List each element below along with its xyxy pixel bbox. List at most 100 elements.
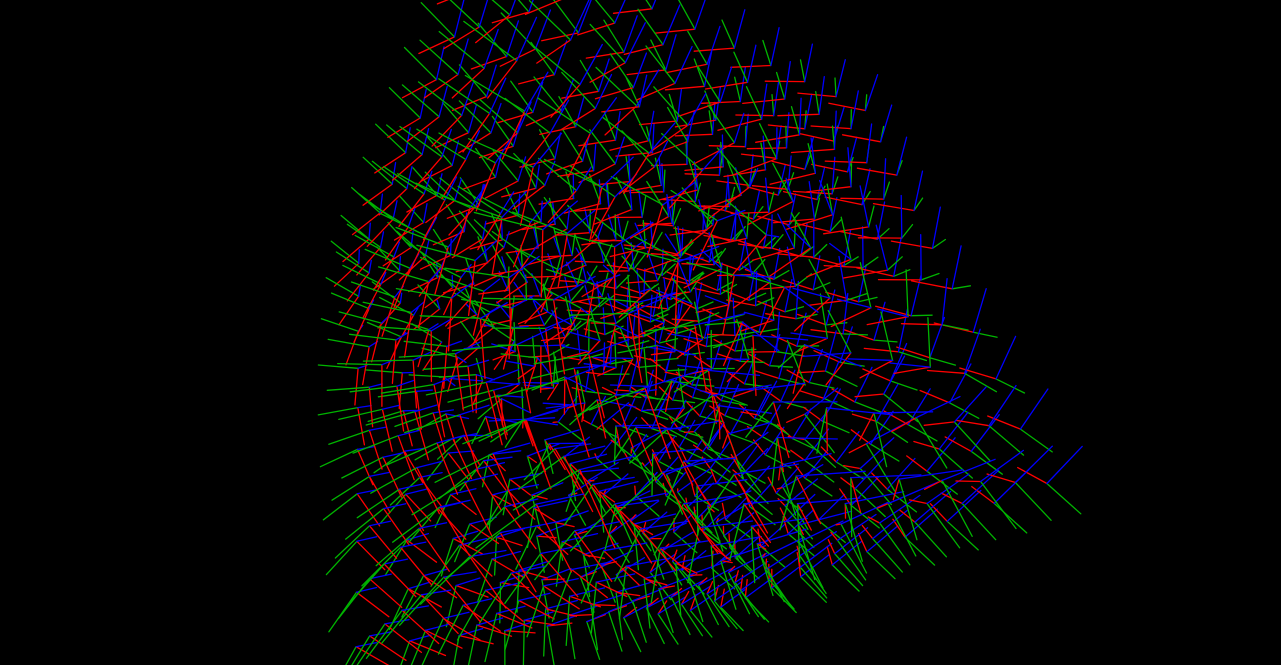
glyph-y-axis [614, 332, 617, 369]
vector-glyph [704, 44, 757, 90]
vector-glyph [755, 97, 802, 143]
glyph-z-axis [649, 220, 654, 249]
glyph-z-axis [859, 437, 895, 470]
glyph-x-axis [614, 503, 653, 564]
vector-glyph [411, 473, 499, 538]
vector-glyph [797, 59, 846, 98]
glyph-x-axis [338, 295, 360, 326]
glyph-y-axis [552, 351, 559, 384]
glyph-z-axis [689, 592, 717, 612]
vector-glyph [596, 402, 630, 454]
glyph-y-axis [646, 180, 670, 218]
glyph-z-axis [415, 389, 433, 392]
glyph-z-axis [887, 481, 939, 505]
glyph-x-axis [403, 311, 413, 358]
glyph-x-axis [524, 0, 562, 16]
glyph-z-axis [479, 302, 508, 320]
glyph-z-axis [693, 403, 721, 433]
glyph-z-axis [681, 550, 707, 571]
glyph-z-axis [790, 332, 829, 339]
glyph-y-axis [381, 594, 423, 644]
glyph-x-axis [900, 323, 943, 326]
glyph-z-axis [499, 191, 515, 215]
glyph-x-axis [413, 156, 443, 190]
glyph-z-axis [483, 278, 501, 292]
glyph-x-axis [399, 546, 433, 586]
vector-glyph [317, 404, 372, 446]
glyph-z-axis [796, 497, 861, 505]
glyph-y-axis [598, 294, 615, 308]
glyph-x-axis [650, 124, 689, 152]
glyph-y-axis [873, 412, 888, 468]
glyph-z-axis [395, 331, 410, 341]
glyph-y-axis [702, 450, 731, 473]
glyph-y-axis [597, 242, 617, 277]
glyph-z-axis [552, 275, 596, 301]
glyph-x-axis [908, 499, 928, 505]
glyph-y-axis [463, 20, 518, 62]
glyph-z-axis [455, 577, 481, 587]
glyph-x-axis [492, 494, 516, 508]
glyph-x-axis [574, 207, 610, 212]
glyph-z-axis [760, 83, 768, 120]
glyph-y-axis [609, 359, 633, 365]
glyph-x-axis [496, 281, 529, 304]
glyph-z-axis [659, 540, 709, 549]
glyph-y-axis [419, 39, 459, 76]
glyph-x-axis [418, 280, 430, 329]
glyph-y-axis [512, 211, 569, 234]
glyph-y-axis [617, 344, 658, 354]
glyph-z-axis [500, 398, 532, 414]
glyph-z-axis [563, 445, 606, 457]
vector-glyph [586, 608, 617, 660]
glyph-y-axis [753, 417, 781, 428]
vector-glyph [877, 234, 940, 281]
glyph-z-axis [634, 222, 647, 249]
glyph-x-axis [692, 444, 704, 453]
glyph-y-axis [614, 214, 617, 241]
glyph-x-axis [822, 226, 870, 235]
glyph-x-axis [422, 199, 446, 241]
glyph-z-axis [770, 27, 780, 67]
glyph-x-axis [747, 200, 794, 226]
glyph-y-axis [338, 408, 384, 421]
glyph-x-axis [451, 67, 485, 99]
glyph-y-axis [416, 244, 476, 262]
glyph-x-axis [458, 544, 493, 577]
glyph-x-axis [792, 190, 833, 195]
glyph-x-axis [835, 523, 842, 526]
glyph-y-axis [485, 489, 509, 528]
glyph-y-axis [800, 245, 815, 258]
glyph-y-axis [546, 625, 555, 665]
glyph-z-axis [496, 301, 513, 321]
vector-glyph [617, 344, 697, 396]
glyph-z-axis [879, 104, 893, 143]
glyph-y-axis [756, 543, 774, 597]
glyph-x-axis [891, 417, 917, 433]
vector-glyph [585, 15, 638, 59]
glyph-y-axis [901, 223, 914, 239]
vector-glyph [861, 509, 908, 573]
glyph-z-axis [786, 493, 816, 522]
glyph-y-axis [573, 317, 617, 326]
glyph-z-axis [651, 0, 657, 10]
glyph-x-axis [856, 167, 898, 176]
vector-glyph [747, 333, 794, 368]
glyph-z-axis [898, 469, 964, 480]
glyph-z-axis [544, 429, 580, 441]
glyph-z-axis [513, 281, 528, 301]
glyph-x-axis [597, 366, 617, 377]
glyph-y-axis [398, 353, 457, 358]
glyph-y-axis [883, 181, 891, 200]
glyph-z-axis [639, 520, 690, 530]
glyph-x-axis [532, 228, 568, 250]
glyph-x-axis [771, 334, 798, 347]
glyph-y-axis [377, 266, 430, 283]
glyph-x-axis [491, 269, 524, 276]
glyph-y-axis [330, 240, 360, 264]
glyph-y-axis [826, 183, 834, 216]
vector-glyph [573, 317, 640, 371]
glyph-y-axis [438, 132, 497, 164]
